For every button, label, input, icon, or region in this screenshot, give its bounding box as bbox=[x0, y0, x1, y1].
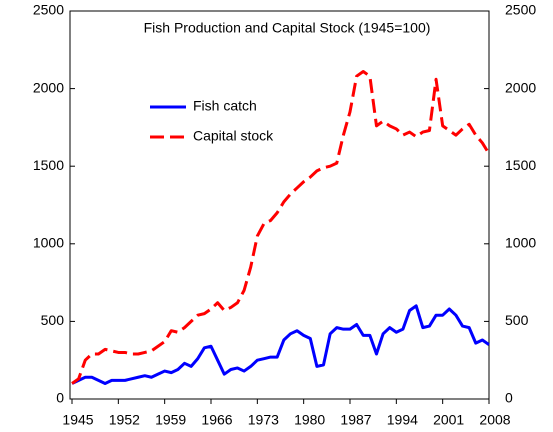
x-tick-label: 1987 bbox=[340, 412, 371, 428]
y-tick-label: 2500 bbox=[33, 2, 64, 18]
y2-tick-label: 2500 bbox=[505, 2, 536, 18]
y2-tick-label: 1500 bbox=[505, 157, 536, 173]
series-line bbox=[71, 70, 491, 385]
y2-tick-label: 2000 bbox=[505, 79, 536, 95]
x-tick-label: 1980 bbox=[294, 412, 325, 428]
series-line bbox=[71, 304, 490, 385]
y-tick-label: 2000 bbox=[33, 79, 64, 95]
chart-title: Fish Production and Capital Stock (1945=… bbox=[144, 20, 431, 36]
x-tick-label: 1966 bbox=[201, 412, 232, 428]
x-tick-label: 2001 bbox=[433, 412, 464, 428]
x-tick-label: 2008 bbox=[479, 412, 510, 428]
y-tick-label: 0 bbox=[56, 390, 64, 406]
x-tick-label: 1994 bbox=[387, 412, 418, 428]
y2-tick-label: 1000 bbox=[505, 235, 536, 251]
legend-label: Fish catch bbox=[193, 98, 257, 114]
y-tick-label: 1500 bbox=[33, 157, 64, 173]
legend-label: Capital stock bbox=[193, 128, 274, 144]
plot-frame bbox=[69, 10, 490, 400]
y-tick-label: 1000 bbox=[33, 235, 64, 251]
x-tick-label: 1945 bbox=[62, 412, 93, 428]
y-tick-label: 500 bbox=[41, 312, 65, 328]
x-tick-label: 1952 bbox=[109, 412, 140, 428]
y2-tick-label: 0 bbox=[505, 390, 513, 406]
x-tick-label: 1973 bbox=[248, 412, 279, 428]
x-tick-label: 1959 bbox=[155, 412, 186, 428]
y2-tick-label: 500 bbox=[505, 312, 529, 328]
